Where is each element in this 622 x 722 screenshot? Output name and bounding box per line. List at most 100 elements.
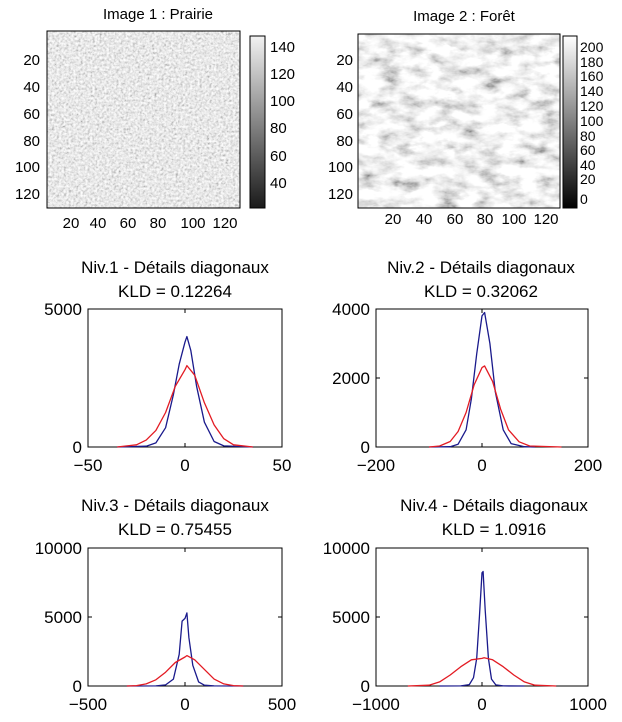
image-1-colorbar: 140 120 100 80 60 40 [249, 35, 295, 209]
x-tick-label: 0 [477, 695, 486, 714]
x-tick-label: 200 [574, 456, 602, 475]
x-tick-label: 1000 [569, 695, 607, 714]
x-tick-label: −200 [357, 456, 395, 475]
y-tick-label: 100 [328, 159, 353, 176]
chart-3-title: Niv.3 - Détails diagonaux [81, 496, 269, 515]
y-tick-label: 0 [361, 677, 370, 696]
y-tick-label: 80 [23, 133, 40, 150]
series-line-red [407, 657, 557, 687]
image-2-texture [358, 34, 560, 208]
series-line-blue [428, 311, 536, 448]
image-1-y-ticks: 20 40 60 80 100 120 [15, 52, 40, 203]
y-tick-label: 2000 [332, 369, 370, 388]
image-2-y-ticks: 20 40 60 80 100 120 [328, 52, 353, 203]
x-tick-label: 40 [416, 211, 433, 228]
plot-area [375, 547, 589, 687]
colorbar-tick-label: 100 [270, 93, 295, 110]
y-tick-label: 0 [361, 438, 370, 457]
colorbar-tick-label: 120 [580, 98, 604, 114]
x-tick-label: 120 [212, 215, 237, 232]
colorbar-tick-label: 40 [270, 175, 287, 192]
y-tick-label: 10000 [35, 539, 82, 558]
image-1-texture [47, 31, 240, 208]
y-tick-label: 0 [73, 677, 82, 696]
plot-area [87, 308, 283, 448]
chart-3: Niv.3 - Détails diagonaux KLD = 0.75455 … [35, 496, 296, 714]
image-2-title: Image 2 : Forêt [413, 8, 516, 25]
colorbar-tick-label: 60 [270, 148, 287, 165]
x-tick-label: 0 [180, 456, 189, 475]
series-line-red [126, 654, 244, 687]
colorbar-tick-label: 180 [580, 54, 604, 70]
colorbar-tick-label: 20 [580, 171, 596, 187]
x-tick-label: −1000 [352, 695, 400, 714]
y-tick-label: 120 [328, 186, 353, 203]
series-line-blue [439, 570, 525, 687]
chart-4-subtitle: KLD = 1.0916 [442, 520, 546, 539]
x-tick-label: 80 [477, 211, 494, 228]
y-tick-label: 40 [336, 79, 353, 96]
colorbar-tick-label: 40 [580, 157, 596, 173]
chart-2-subtitle: KLD = 0.32062 [424, 282, 538, 301]
x-tick-label: 120 [533, 211, 558, 228]
x-tick-label: 50 [273, 456, 292, 475]
y-tick-label: 10000 [323, 539, 370, 558]
colorbar-tick-label: 160 [580, 68, 604, 84]
x-tick-label: 60 [120, 215, 137, 232]
y-tick-label: 5000 [44, 608, 82, 627]
x-tick-label: 0 [477, 456, 486, 475]
chart-1: Niv.1 - Détails diagonaux KLD = 0.12264 … [44, 258, 291, 475]
series-line-red [428, 365, 562, 448]
x-tick-label: 100 [180, 215, 205, 232]
series-line-blue [117, 335, 253, 448]
image-2-colorbar: 200 180 160 140 120 100 80 60 40 20 0 [562, 35, 604, 209]
image-2-frame [357, 33, 561, 209]
colorbar-tick-label: 120 [270, 66, 295, 83]
series-line-blue [126, 612, 244, 687]
y-tick-label: 5000 [44, 300, 82, 319]
colorbar-tick-label: 80 [270, 120, 287, 137]
y-tick-label: 0 [73, 438, 82, 457]
chart-4: Niv.4 - Détails diagonaux KLD = 1.0916 0… [323, 496, 607, 714]
colorbar-tick-label: 140 [270, 39, 295, 56]
colorbar-tick-label: 140 [580, 83, 604, 99]
x-tick-label: −50 [74, 456, 103, 475]
x-tick-label: 20 [63, 215, 80, 232]
x-tick-label: 40 [90, 215, 107, 232]
colorbar-2-gradient [562, 35, 578, 209]
chart-2-title: Niv.2 - Détails diagonaux [387, 258, 575, 277]
y-tick-label: 60 [336, 106, 353, 123]
image-1-title: Image 1 : Prairie [103, 6, 213, 23]
colorbar-tick-label: 60 [580, 142, 596, 158]
colorbar-tick-label: 200 [580, 39, 604, 55]
image-panel-2: Image 2 : Forêt 20 40 60 80 100 120 20 4… [328, 8, 604, 228]
plot-area [375, 308, 589, 448]
y-tick-label: 20 [336, 52, 353, 69]
chart-1-subtitle: KLD = 0.12264 [118, 282, 232, 301]
chart-2: Niv.2 - Détails diagonaux KLD = 0.32062 … [332, 258, 602, 475]
y-tick-label: 80 [336, 133, 353, 150]
x-tick-label: 0 [180, 695, 189, 714]
image-1-frame [46, 30, 241, 209]
x-tick-label: 100 [501, 211, 526, 228]
x-tick-label: 20 [385, 211, 402, 228]
chart-4-title: Niv.4 - Détails diagonaux [400, 496, 588, 515]
y-tick-label: 120 [15, 186, 40, 203]
y-tick-label: 100 [15, 159, 40, 176]
x-tick-label: 80 [150, 215, 167, 232]
image-2-x-ticks: 20 40 60 80 100 120 [385, 211, 559, 228]
x-tick-label: 500 [268, 695, 296, 714]
colorbar-tick-label: 0 [580, 191, 588, 207]
colorbar-1-gradient [249, 35, 266, 209]
series-line-red [117, 364, 253, 448]
image-panel-1: Image 1 : Prairie 20 40 60 80 100 120 20… [15, 6, 295, 232]
colorbar-tick-label: 100 [580, 113, 604, 129]
y-tick-label: 5000 [332, 608, 370, 627]
chart-1-title: Niv.1 - Détails diagonaux [81, 258, 269, 277]
image-1-x-ticks: 20 40 60 80 100 120 [63, 215, 238, 232]
y-tick-label: 20 [23, 52, 40, 69]
y-tick-label: 60 [23, 106, 40, 123]
y-tick-label: 4000 [332, 300, 370, 319]
y-tick-label: 40 [23, 79, 40, 96]
